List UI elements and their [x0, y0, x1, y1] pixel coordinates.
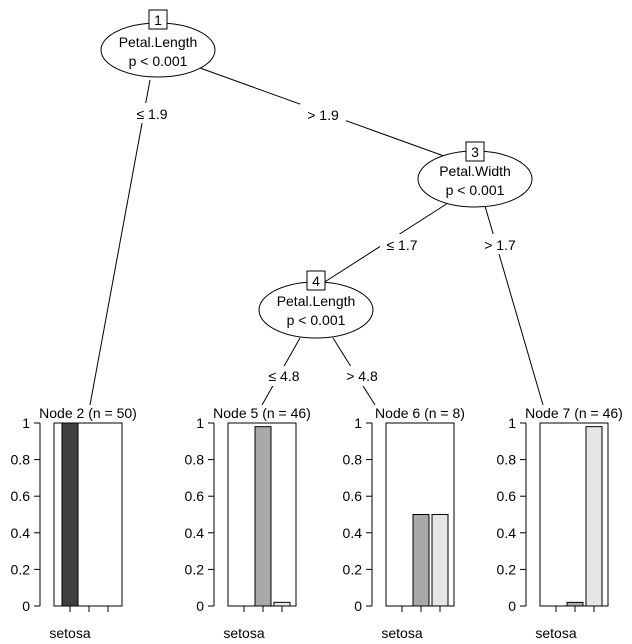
node-3-pvalue: p < 0.001 — [446, 182, 505, 198]
panel-0-y-tick-label: 1 — [22, 415, 30, 431]
panel-3-title: Node 7 (n = 46) — [525, 405, 623, 421]
panel-0-y-tick-label: 0.4 — [11, 525, 31, 541]
panel-1-y-tick-label: 1 — [196, 415, 204, 431]
panel-0-title: Node 2 (n = 50) — [39, 405, 137, 421]
panel-2-y-tick-label: 0.4 — [343, 525, 363, 541]
inner-node-4: 4 Petal.Length p < 0.001 — [258, 270, 374, 339]
panel-2-y-tick-label: 0.8 — [343, 452, 363, 468]
edge-label-3-left: ≤ 1.7 — [386, 237, 417, 253]
panel-1-y-tick-label: 0 — [196, 598, 204, 614]
panel-2-y-tick-label: 0.6 — [343, 488, 363, 504]
panel-2-y-tick-label: 0 — [354, 598, 362, 614]
edge-1-2 — [89, 79, 151, 406]
panel-2-x-tick-label: setosa — [381, 625, 422, 641]
panel-0-y-tick-label: 0 — [22, 598, 30, 614]
inner-node-1: 1 Petal.Length p < 0.001 — [100, 9, 216, 78]
bar-0-setosa — [61, 422, 79, 607]
panel-3-y-tick-label: 1 — [508, 415, 516, 431]
bar-1-versicolor — [254, 426, 272, 607]
bar-3-versicolor — [566, 601, 584, 607]
panel-3-x-tick-label: setosa — [535, 625, 576, 641]
bar-3-virginica — [585, 426, 603, 607]
node-1-variable: Petal.Length — [119, 34, 198, 50]
panel-3-y-tick-label: 0.2 — [497, 561, 517, 577]
panel-2-title: Node 6 (n = 8) — [375, 405, 465, 421]
panel-1-title: Node 5 (n = 46) — [213, 405, 311, 421]
panel-0-x-tick-label: setosa — [49, 625, 90, 641]
panel-1-y-tick-label: 0.8 — [185, 452, 205, 468]
edge-label-1-left: ≤ 1.9 — [136, 106, 167, 122]
edge-label-1-right: > 1.9 — [307, 107, 339, 123]
bar-1-virginica — [273, 601, 291, 607]
node-1-id: 1 — [154, 12, 162, 28]
terminal-node-panels: Node 2 (n = 50) 0 0.2 0.4 0.6 0.8 1 setosa Node … — [11, 405, 623, 641]
panel-3-y-tick-label: 0 — [508, 598, 516, 614]
panel-0-frame — [53, 422, 123, 607]
node-1-pvalue: p < 0.001 — [129, 53, 188, 69]
panel-1-y-tick-label: 0.4 — [185, 525, 205, 541]
edge-label-4-right: > 4.8 — [346, 368, 378, 384]
panel-0-y-tick-label: 0.8 — [11, 452, 31, 468]
node-4-id: 4 — [312, 273, 320, 289]
panel-3-y-tick-label: 0.8 — [497, 452, 517, 468]
node-3-variable: Petal.Width — [439, 163, 511, 179]
node-4-pvalue: p < 0.001 — [287, 312, 346, 328]
node-3-id: 3 — [471, 144, 479, 160]
panel-3-y-tick-label: 0.4 — [497, 525, 517, 541]
panel-0-y-tick-label: 0.2 — [11, 561, 31, 577]
panel-2-y-tick-label: 1 — [354, 415, 362, 431]
edge-label-3-right: > 1.7 — [484, 237, 516, 253]
panel-0-y-tick-label: 0.6 — [11, 488, 31, 504]
bar-2-versicolor — [412, 514, 430, 607]
inner-node-3: 3 Petal.Width p < 0.001 — [417, 141, 533, 208]
panel-2-y-tick-label: 0.2 — [343, 561, 363, 577]
panel-1-y-tick-label: 0.2 — [185, 561, 205, 577]
node-4-variable: Petal.Length — [277, 293, 356, 309]
panel-3-y-tick-label: 0.6 — [497, 488, 517, 504]
panel-1-x-tick-label: setosa — [223, 625, 264, 641]
edge-label-4-left: ≤ 4.8 — [268, 368, 299, 384]
bar-2-virginica — [431, 514, 449, 607]
panel-1-y-tick-label: 0.6 — [185, 488, 205, 504]
